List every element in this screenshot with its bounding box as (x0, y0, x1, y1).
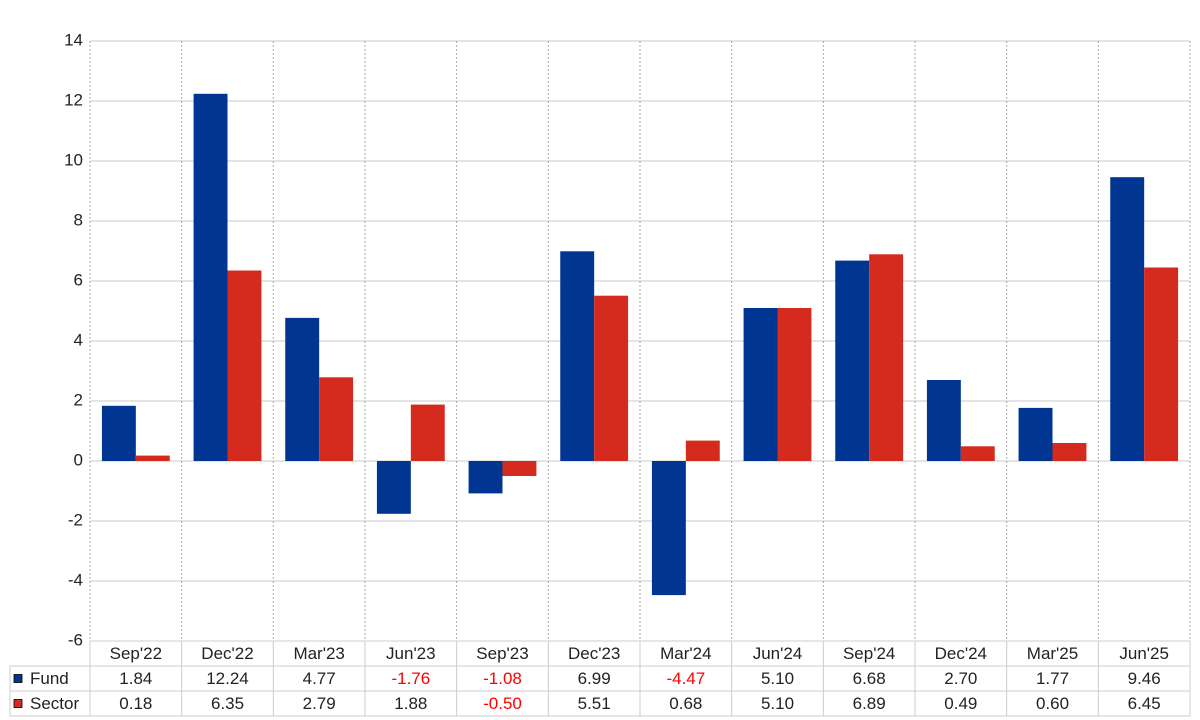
y-tick-label: 0 (74, 450, 83, 469)
y-tick-label: 2 (74, 390, 83, 409)
table-value: 4.77 (303, 669, 336, 688)
x-tick-label: Sep'24 (843, 644, 895, 663)
x-tick-label: Mar'23 (293, 644, 344, 663)
bar (685, 440, 720, 461)
legend-swatch (13, 699, 23, 708)
bar (193, 93, 228, 462)
table-value: 5.10 (761, 694, 794, 713)
bar (135, 455, 170, 461)
bar (410, 404, 445, 461)
bar (1144, 267, 1179, 461)
y-tick-label: 12 (64, 90, 83, 109)
y-tick-label: 6 (74, 270, 83, 289)
table-value: -1.08 (483, 669, 522, 688)
table-value: 1.77 (1036, 669, 1069, 688)
bar (869, 254, 904, 461)
table-value: 1.84 (119, 669, 152, 688)
x-tick-label: Mar'24 (660, 644, 711, 663)
bar (285, 317, 320, 461)
y-tick-label: 14 (64, 30, 83, 49)
bar (227, 270, 262, 461)
bar (1018, 407, 1053, 461)
bar (960, 446, 995, 461)
x-tick-label: Dec'24 (935, 644, 987, 663)
bar (651, 461, 686, 596)
table-value: 6.68 (853, 669, 886, 688)
y-tick-label: 8 (74, 210, 83, 229)
x-tick-label: Jun'25 (1119, 644, 1169, 663)
legend-label: Fund (30, 669, 69, 688)
x-tick-label: Jun'24 (753, 644, 803, 663)
y-tick-label: -2 (68, 510, 83, 529)
bar (594, 295, 629, 461)
x-tick-label: Dec'22 (201, 644, 253, 663)
table-value: 2.79 (303, 694, 336, 713)
table-value: 1.88 (394, 694, 427, 713)
bar (468, 461, 503, 494)
bar (1052, 443, 1087, 461)
y-tick-label: -4 (68, 570, 83, 589)
y-tick-label: 10 (64, 150, 83, 169)
bar (1110, 177, 1145, 461)
table-value: 6.45 (1128, 694, 1161, 713)
table-value: 0.49 (944, 694, 977, 713)
x-tick-label: Dec'23 (568, 644, 620, 663)
x-tick-label: Sep'22 (110, 644, 162, 663)
bar (560, 251, 595, 461)
table-value: 5.10 (761, 669, 794, 688)
table-value: 12.24 (206, 669, 249, 688)
y-tick-label: -6 (68, 630, 83, 649)
bar (502, 461, 537, 476)
legend-swatch (13, 674, 23, 683)
bar (319, 377, 354, 461)
bar (777, 308, 812, 461)
table-value: 0.60 (1036, 694, 1069, 713)
table-value: 9.46 (1128, 669, 1161, 688)
bar (835, 260, 870, 461)
x-tick-label: Sep'23 (476, 644, 528, 663)
table-value: 0.68 (669, 694, 702, 713)
bar (743, 308, 778, 461)
table-value: 6.99 (578, 669, 611, 688)
x-tick-label: Mar'25 (1027, 644, 1078, 663)
table-value: 6.89 (853, 694, 886, 713)
table-value: 5.51 (578, 694, 611, 713)
table-value: -1.76 (391, 669, 430, 688)
legend-label: Sector (30, 694, 79, 713)
bar (101, 405, 136, 461)
table-value: 2.70 (944, 669, 977, 688)
table-value: -0.50 (483, 694, 522, 713)
table-value: 6.35 (211, 694, 244, 713)
table-value: -4.47 (666, 669, 705, 688)
bar (926, 380, 961, 461)
y-tick-label: 4 (74, 330, 83, 349)
bar (376, 461, 411, 514)
table-value: 0.18 (119, 694, 152, 713)
x-tick-label: Jun'23 (386, 644, 436, 663)
